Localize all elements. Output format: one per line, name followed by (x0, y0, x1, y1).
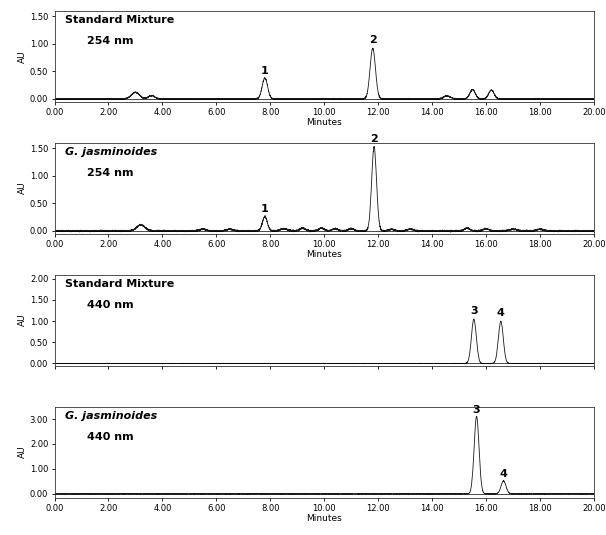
X-axis label: Minutes: Minutes (307, 514, 342, 523)
Text: 254 nm: 254 nm (87, 36, 133, 46)
Text: 440 nm: 440 nm (87, 432, 133, 442)
Y-axis label: AU: AU (18, 314, 27, 326)
Text: 2: 2 (369, 35, 376, 45)
Text: G. jasminoides: G. jasminoides (65, 411, 158, 421)
Text: Standard Mixture: Standard Mixture (65, 16, 175, 25)
Text: 1: 1 (261, 66, 268, 76)
X-axis label: Minutes: Minutes (307, 250, 342, 259)
Text: 3: 3 (473, 404, 481, 415)
Y-axis label: AU: AU (18, 50, 27, 63)
X-axis label: Minutes: Minutes (307, 118, 342, 127)
Y-axis label: AU: AU (18, 182, 27, 194)
Text: 3: 3 (470, 306, 478, 316)
Text: 2: 2 (370, 134, 378, 144)
Text: 4: 4 (499, 469, 507, 479)
Text: Standard Mixture: Standard Mixture (65, 279, 175, 289)
Y-axis label: AU: AU (18, 446, 27, 458)
Text: G. jasminoides: G. jasminoides (65, 147, 158, 157)
Text: 4: 4 (497, 308, 505, 318)
Text: 440 nm: 440 nm (87, 300, 133, 310)
Text: 1: 1 (261, 204, 268, 215)
Text: 254 nm: 254 nm (87, 168, 133, 178)
